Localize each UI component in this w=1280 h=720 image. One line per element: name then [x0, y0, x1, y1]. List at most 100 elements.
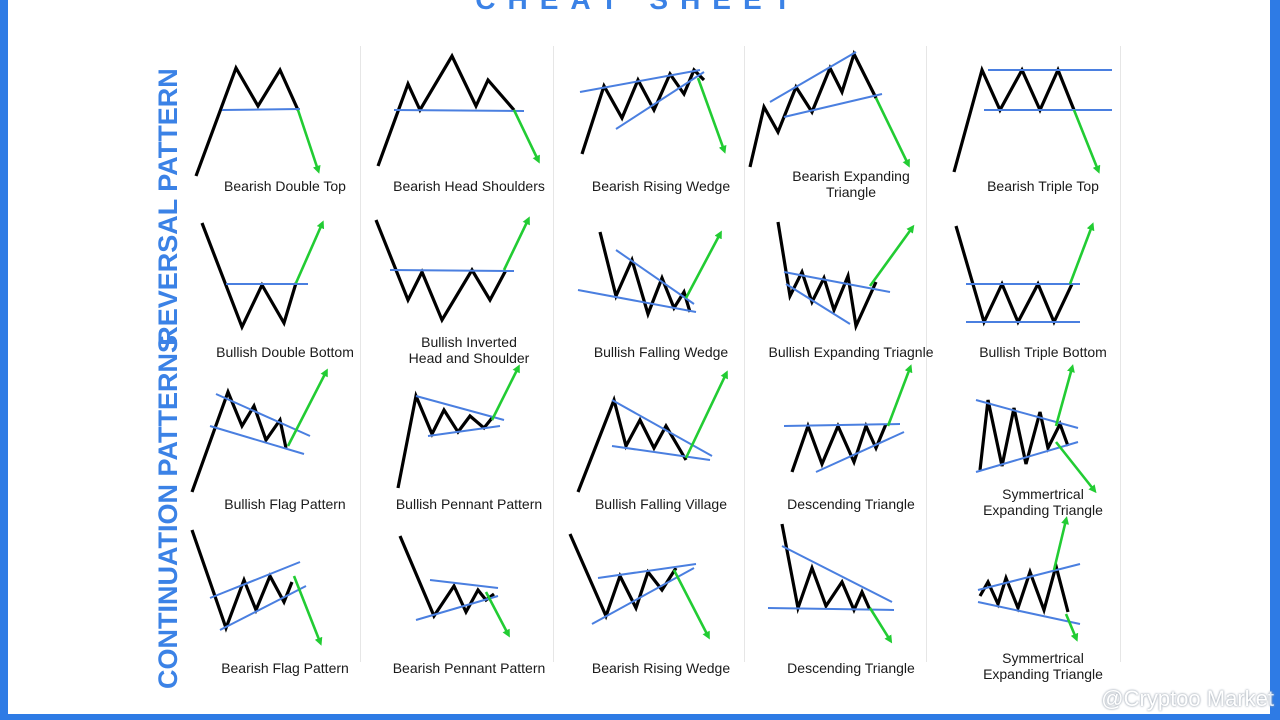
- price-line: [194, 64, 300, 177]
- column-divider: [360, 46, 361, 662]
- pattern-card: Bearish Double Top: [190, 42, 380, 197]
- pattern-card: Bearish Pennant Pattern: [374, 520, 564, 676]
- pattern-card: Bearish Rising Wedge: [566, 42, 756, 197]
- pattern-diagram: [954, 222, 1095, 327]
- breakout-arrow: [502, 216, 530, 271]
- column-divider: [744, 46, 745, 662]
- pattern-card: Bullish Inverted Head and Shoulder: [374, 216, 564, 373]
- pattern-card: Bullish Flag Pattern: [190, 364, 380, 519]
- trend-line: [767, 607, 895, 611]
- pattern-card: Bearish Flag Pattern: [190, 520, 380, 676]
- pattern-card: Bullish Falling Village: [566, 364, 756, 519]
- pattern-card: Bullish Double Bottom: [190, 218, 380, 373]
- trend-line: [577, 289, 697, 313]
- price-line: [790, 421, 888, 473]
- pattern-label: Bearish Triple Top: [987, 178, 1099, 194]
- trend-line: [219, 585, 307, 631]
- watermark-text: @Cryptoo Market: [1101, 686, 1274, 711]
- trend-line: [611, 399, 713, 457]
- breakout-arrow: [868, 224, 915, 287]
- pattern-diagram: [190, 529, 323, 646]
- price-line: [398, 535, 495, 620]
- breakout-arrow: [292, 575, 323, 646]
- breakout-arrow: [1064, 613, 1079, 642]
- page-title: CHEAT SHEET: [8, 0, 1270, 16]
- price-line: [598, 231, 692, 319]
- pattern-diagram: [579, 67, 727, 155]
- pattern-label: Bearish Head Shoulders: [393, 178, 545, 194]
- pattern-diagram: [374, 216, 530, 324]
- pattern-diagram: [376, 52, 540, 167]
- pattern-diagram: [975, 364, 1097, 494]
- breakout-arrow: [1068, 222, 1095, 285]
- breakout-arrow: [868, 607, 893, 644]
- trend-line: [975, 441, 1079, 473]
- price-line: [576, 394, 688, 493]
- pattern-card: Bearish Expanding Triangle: [748, 42, 946, 200]
- trend-line: [783, 423, 901, 427]
- trend-line: [977, 601, 1081, 625]
- trend-line: [785, 283, 851, 325]
- breakout-arrow: [1054, 441, 1097, 494]
- price-line: [580, 67, 706, 155]
- trend-line: [783, 93, 883, 118]
- breakout-arrow: [484, 591, 510, 638]
- pattern-card: Symmertrical Expanding Triangle: [948, 364, 1138, 519]
- pattern-label: Bullish Double Bottom: [216, 344, 354, 360]
- pattern-label: Bullish Triple Bottom: [979, 344, 1107, 360]
- breakout-arrow: [696, 77, 727, 154]
- breakout-arrow: [490, 364, 520, 421]
- section-label-continuation: CONTINUATION PATTERNS: [153, 335, 183, 689]
- price-line: [952, 65, 1076, 173]
- pattern-card: Bearish Triple Top: [948, 42, 1138, 197]
- column-divider: [926, 46, 927, 662]
- pattern-diagram: [783, 364, 913, 473]
- price-line: [978, 399, 1070, 471]
- pattern-card: Descending Triangle: [756, 520, 946, 676]
- pattern-diagram: [767, 523, 895, 644]
- breakout-arrow: [1072, 109, 1101, 174]
- pattern-diagram: [952, 65, 1112, 174]
- pattern-label: Bearish Rising Wedge: [591, 660, 731, 676]
- trend-line: [221, 108, 301, 111]
- section-label-reversal: REVERSAL PATTERN: [153, 68, 183, 346]
- pattern-card: Symmertrical Expanding Triangle: [948, 516, 1138, 682]
- trend-line: [393, 109, 525, 112]
- pattern-card: Bullish Falling Wedge: [566, 218, 756, 373]
- price-line: [954, 225, 1074, 327]
- column-divider: [1120, 46, 1121, 662]
- breakout-arrow: [684, 370, 728, 459]
- pattern-diagram: [190, 368, 328, 493]
- price-line: [780, 523, 872, 615]
- trend-line: [783, 271, 891, 293]
- breakout-arrow: [684, 230, 722, 299]
- trend-line: [415, 395, 505, 421]
- pattern-label: Symmertrical Expanding Triangle: [983, 650, 1103, 682]
- breakout-arrow: [874, 97, 910, 168]
- pattern-label: Bearish Double Top: [224, 178, 346, 194]
- pattern-card: Bullish Expanding Triagnle: [756, 218, 946, 373]
- trend-line: [209, 561, 301, 599]
- breakout-arrow: [1054, 364, 1075, 427]
- pattern-diagram: [977, 516, 1081, 642]
- price-line: [396, 390, 494, 489]
- breakout-arrow: [294, 220, 325, 284]
- pattern-card: Bearish Rising Wedge: [566, 520, 756, 676]
- pattern-diagram: [577, 230, 722, 319]
- trend-line: [429, 579, 499, 589]
- trend-line: [389, 269, 515, 272]
- trend-line: [781, 545, 893, 603]
- pattern-diagram: [398, 535, 510, 638]
- pattern-label: Bullish Falling Wedge: [593, 344, 729, 360]
- pattern-card: Descending Triangle: [756, 364, 946, 519]
- trend-line: [615, 71, 705, 130]
- price-line: [374, 219, 508, 324]
- trend-line: [977, 563, 1081, 591]
- cube-icon: [1075, 688, 1094, 710]
- column-divider: [553, 46, 554, 662]
- price-line: [978, 559, 1070, 616]
- pattern-label: Bearish Pennant Pattern: [392, 660, 546, 676]
- pattern-diagram: [576, 370, 728, 493]
- pattern-label: Bullish Falling Village: [594, 496, 728, 512]
- trend-line: [815, 431, 905, 473]
